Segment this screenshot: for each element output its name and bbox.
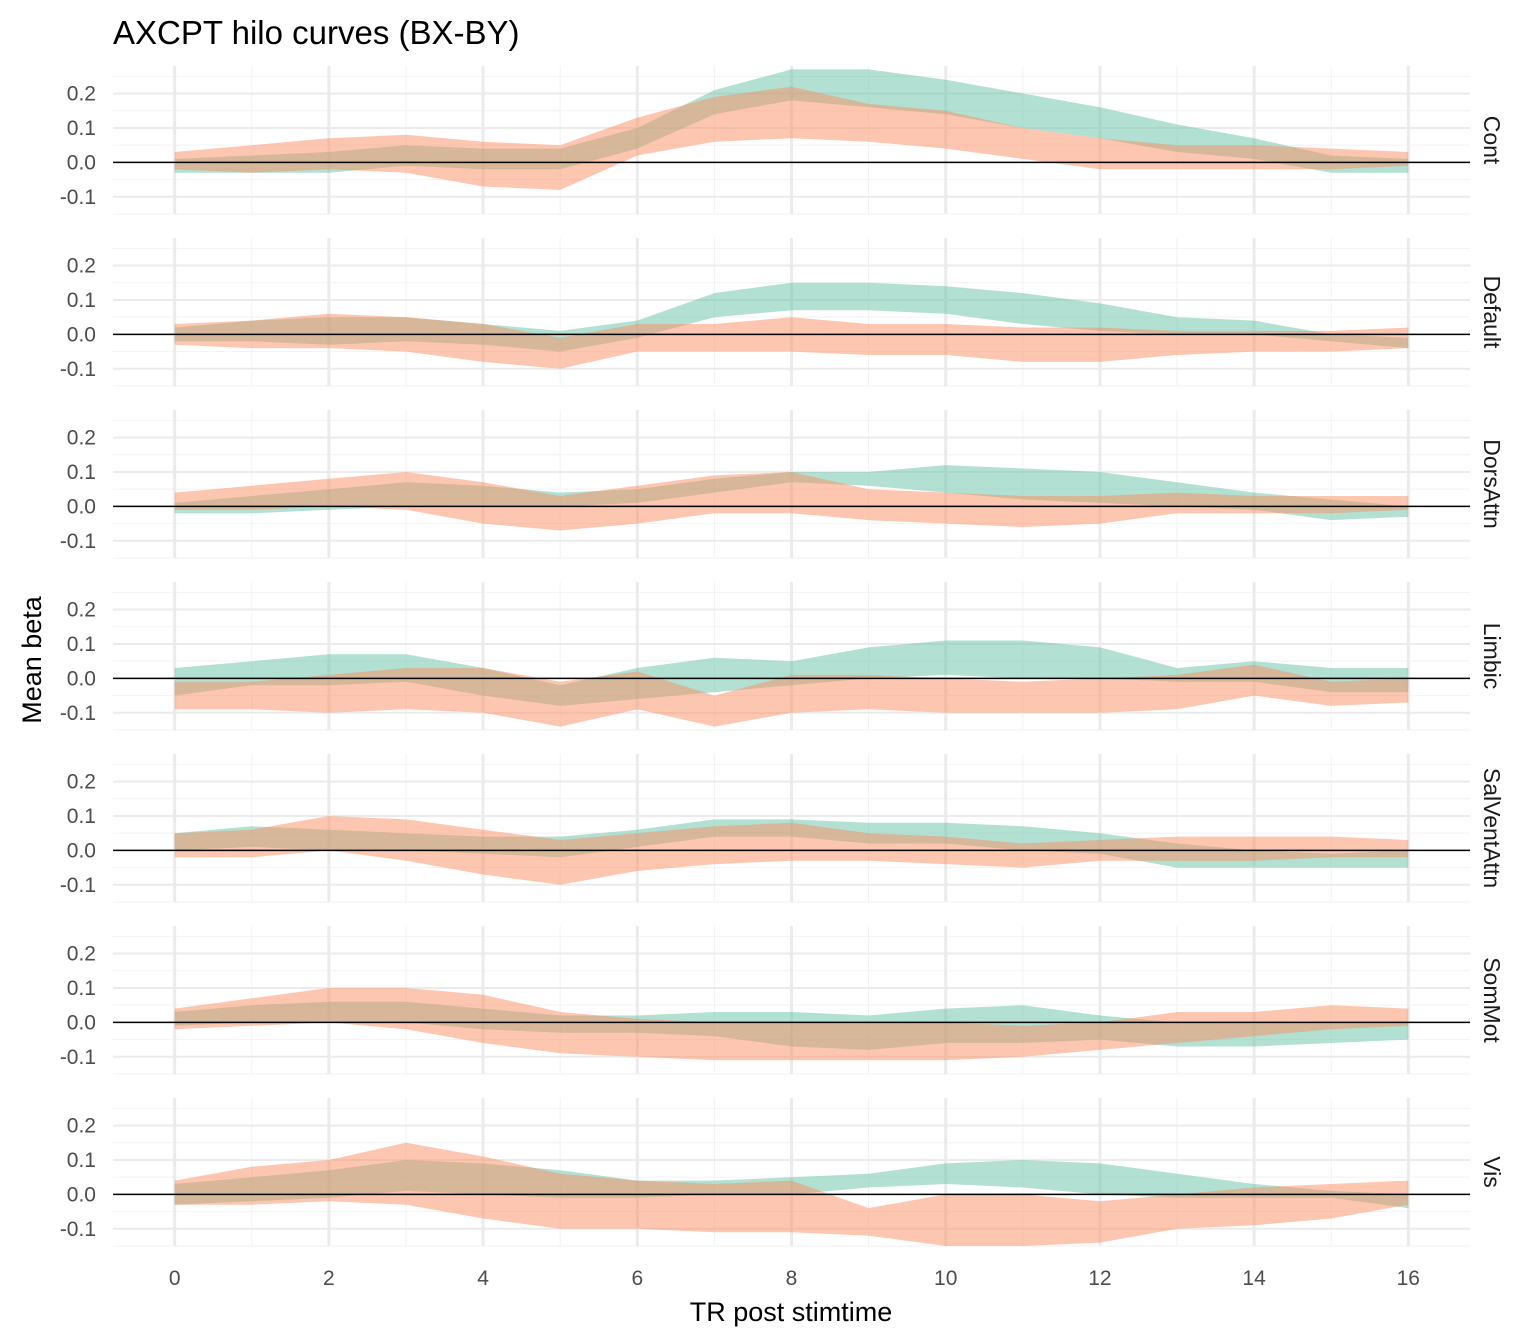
ribbon-series-2: [174, 472, 1409, 531]
y-tick-label: 0.2: [67, 771, 96, 794]
y-tick-label: 0.0: [67, 839, 96, 862]
y-tick-label: -0.1: [60, 186, 96, 209]
y-tick-label: 0.2: [67, 83, 96, 106]
facet-strip-label: SomMot: [1479, 957, 1505, 1043]
facet-panel-default: -0.1 0.0 0.1 0.2 Default: [60, 238, 1505, 387]
facet-strip-label: Default: [1479, 276, 1505, 349]
y-tick-label: 0.0: [67, 323, 96, 346]
y-tick-label: 0.1: [67, 461, 96, 484]
y-tick-label: 0.0: [67, 151, 96, 174]
x-tick-label: 16: [1397, 1267, 1420, 1290]
y-tick-label: 0.1: [67, 117, 96, 140]
y-axis-label: Mean beta: [17, 595, 47, 724]
facet-strip-label: SalVentAttn: [1479, 768, 1505, 888]
facet-strip-label: DorsAttn: [1479, 439, 1505, 528]
x-tick-label: 6: [631, 1267, 643, 1290]
facet-panel-limbic: -0.1 0.0 0.1 0.2 Limbic: [60, 582, 1505, 731]
chart-title: AXCPT hilo curves (BX-BY): [113, 14, 520, 51]
x-tick-label: 14: [1242, 1267, 1266, 1290]
facet-strip-label: Limbic: [1479, 623, 1505, 689]
y-tick-label: 0.0: [67, 1011, 96, 1034]
y-tick-label: 0.2: [67, 427, 96, 450]
y-tick-label: 0.2: [67, 1115, 96, 1138]
y-tick-label: 0.1: [67, 633, 96, 656]
x-tick-label: 0: [169, 1267, 181, 1290]
ribbon-series-2: [174, 86, 1409, 190]
y-tick-label: -0.1: [60, 1046, 96, 1069]
x-tick-label: 10: [934, 1267, 957, 1290]
facet-panel-dorsattn: -0.1 0.0 0.1 0.2 DorsAttn: [60, 410, 1505, 559]
y-tick-label: -0.1: [60, 702, 96, 725]
y-tick-label: 0.2: [67, 255, 96, 278]
facet-panel-sommot: -0.1 0.0 0.1 0.2 SomMot: [60, 926, 1505, 1075]
y-tick-label: 0.1: [67, 289, 96, 312]
x-tick-label: 12: [1088, 1267, 1111, 1290]
ribbon-series-2: [174, 664, 1409, 727]
x-axis: 0 2 4 6 8 10 12 14 16: [169, 1267, 1420, 1290]
facet-strip-label: Cont: [1479, 116, 1505, 165]
x-tick-label: 2: [323, 1267, 335, 1290]
facet-panel-vis: -0.1 0.0 0.1 0.2 Vis: [60, 1098, 1505, 1247]
y-tick-label: 0.2: [67, 943, 96, 966]
facet-strip-label: Vis: [1479, 1156, 1505, 1188]
x-tick-label: 4: [477, 1267, 489, 1290]
chart-panels: -0.10.00.10.2Cont-0.10.00.10.2Default-0.…: [60, 66, 1505, 1290]
x-tick-label: 8: [786, 1267, 798, 1290]
facet-panel-cont: -0.1 0.0 0.1 0.2 Cont: [60, 66, 1505, 215]
ribbon-series-2: [174, 988, 1409, 1061]
ribbon-series-2: [174, 313, 1409, 369]
y-tick-label: 0.0: [67, 495, 96, 518]
y-tick-label: -0.1: [60, 358, 96, 381]
y-tick-label: 0.0: [67, 667, 96, 690]
y-tick-label: 0.1: [67, 977, 96, 1000]
y-tick-label: -0.1: [60, 874, 96, 897]
facet-panel-salventattn: -0.1 0.0 0.1 0.2 SalVentAttn: [60, 754, 1505, 903]
x-axis-label: TR post stimtime: [690, 1297, 893, 1327]
y-tick-label: 0.0: [67, 1183, 96, 1206]
y-tick-label: 0.1: [67, 1149, 96, 1172]
y-tick-label: 0.2: [67, 599, 96, 622]
y-tick-label: -0.1: [60, 530, 96, 553]
y-tick-label: 0.1: [67, 805, 96, 828]
y-tick-label: -0.1: [60, 1218, 96, 1241]
